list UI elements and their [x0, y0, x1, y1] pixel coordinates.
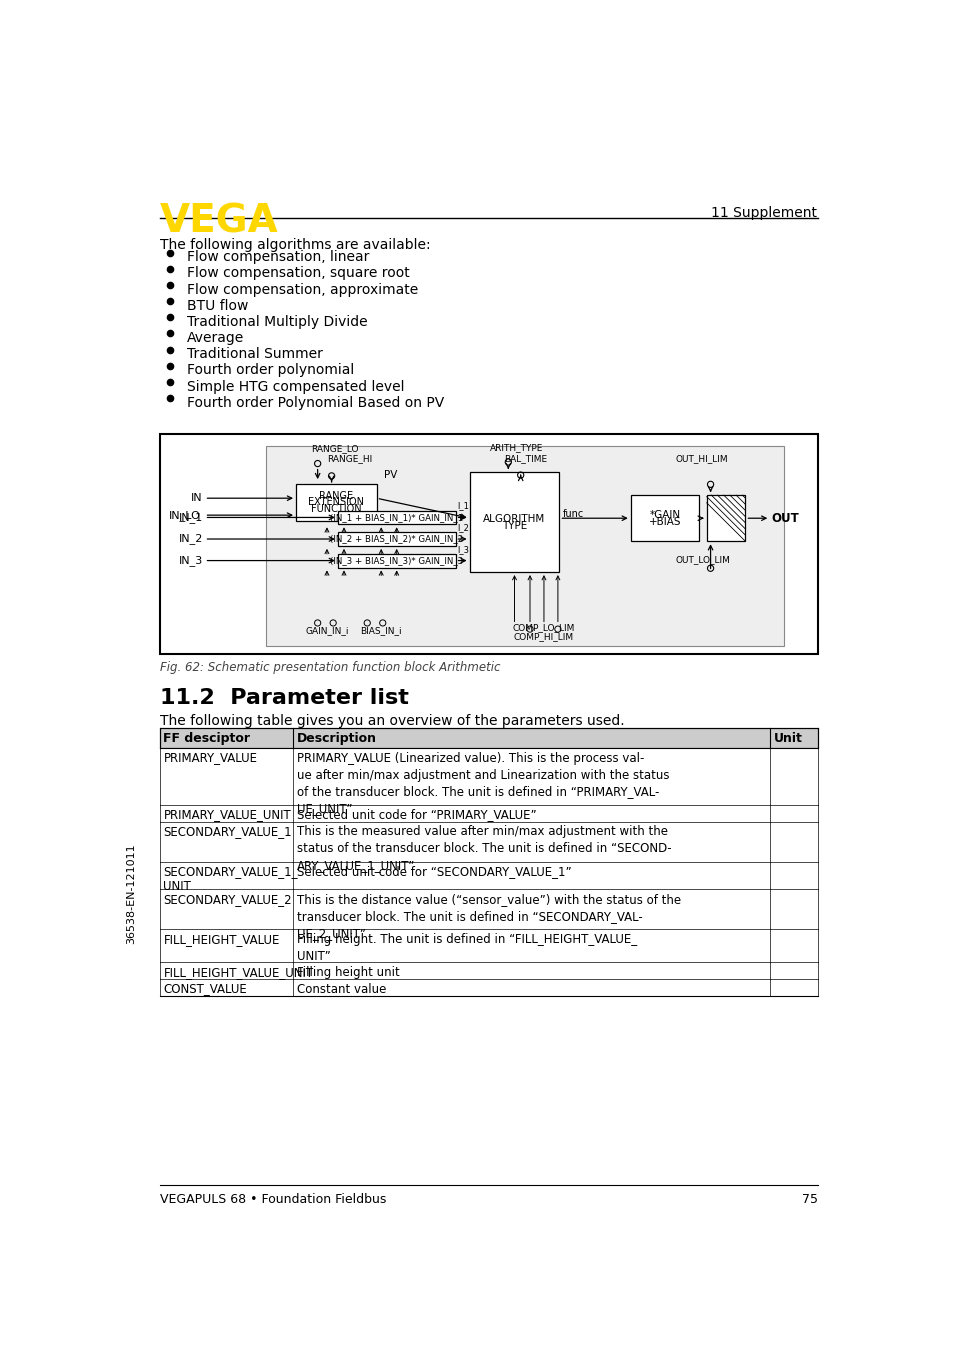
Text: Filling height. The unit is defined in “FILL_HEIGHT_VALUE_
UNIT”: Filling height. The unit is defined in “…: [296, 933, 637, 963]
Text: l_2: l_2: [456, 523, 469, 532]
Text: Simple HTG compensated level: Simple HTG compensated level: [187, 379, 404, 394]
Text: PRIMARY_VALUE_UNIT: PRIMARY_VALUE_UNIT: [163, 808, 291, 822]
Text: *GAIN: *GAIN: [649, 509, 679, 520]
Text: BIAS_IN_i: BIAS_IN_i: [360, 627, 401, 635]
Text: CONST_VALUE: CONST_VALUE: [163, 983, 247, 995]
Text: OUT_LO_LIM: OUT_LO_LIM: [675, 555, 730, 565]
Text: Fourth order polynomial: Fourth order polynomial: [187, 363, 354, 378]
Text: FF desciptor: FF desciptor: [163, 731, 250, 745]
Text: IN: IN: [192, 493, 203, 504]
Text: SECONDARY_VALUE_1_
UNIT: SECONDARY_VALUE_1_ UNIT: [163, 865, 297, 894]
Text: Flow compensation, square root: Flow compensation, square root: [187, 267, 409, 280]
Bar: [159, 822, 818, 861]
Bar: [159, 861, 818, 890]
Text: Filling height unit: Filling height unit: [296, 965, 399, 979]
Text: Traditional Summer: Traditional Summer: [187, 347, 322, 362]
Text: Description: Description: [296, 731, 376, 745]
Bar: [159, 929, 818, 961]
Text: FILL_HEIGHT_VALUE: FILL_HEIGHT_VALUE: [163, 933, 279, 946]
Text: 75: 75: [801, 1193, 818, 1206]
Bar: [159, 961, 818, 979]
Text: IN_1: IN_1: [178, 512, 203, 523]
Bar: [337, 510, 456, 524]
Text: OUT: OUT: [771, 512, 799, 525]
Text: BAL_TIME: BAL_TIME: [503, 455, 546, 463]
Text: PRIMARY_VALUE (Linearized value). This is the process val-
ue after min/max adju: PRIMARY_VALUE (Linearized value). This i…: [296, 751, 668, 815]
Text: 11.2  Parameter list: 11.2 Parameter list: [159, 688, 408, 708]
Text: IN_3: IN_3: [178, 555, 203, 566]
Text: The following table gives you an overview of the parameters used.: The following table gives you an overvie…: [159, 714, 623, 728]
Text: (IN_1 + BIAS_IN_1)* GAIN_IN_1: (IN_1 + BIAS_IN_1)* GAIN_IN_1: [330, 513, 463, 521]
Text: TYPE: TYPE: [501, 520, 527, 531]
Text: IN_2: IN_2: [178, 533, 203, 544]
Text: l_3: l_3: [456, 544, 469, 554]
Bar: [159, 804, 818, 822]
Text: COMP_LO_LIM: COMP_LO_LIM: [512, 623, 575, 632]
Bar: [159, 747, 818, 804]
Text: Flow compensation, approximate: Flow compensation, approximate: [187, 283, 417, 297]
Text: FUNCTION: FUNCTION: [311, 504, 361, 515]
Text: GAIN_IN_i: GAIN_IN_i: [305, 627, 349, 635]
Text: OUT_HI_LIM: OUT_HI_LIM: [675, 454, 727, 463]
Text: Fourth order Polynomial Based on PV: Fourth order Polynomial Based on PV: [187, 395, 443, 410]
Text: Selected unit code for “PRIMARY_VALUE”: Selected unit code for “PRIMARY_VALUE”: [296, 808, 536, 822]
Text: The following algorithms are available:: The following algorithms are available:: [159, 238, 430, 252]
Bar: [337, 554, 456, 567]
Text: SECONDARY_VALUE_2: SECONDARY_VALUE_2: [163, 894, 292, 906]
Text: ALGORITHM: ALGORITHM: [483, 513, 545, 524]
Bar: [159, 890, 818, 929]
Text: BTU flow: BTU flow: [187, 299, 248, 313]
Text: SECONDARY_VALUE_1: SECONDARY_VALUE_1: [163, 826, 292, 838]
Text: Flow compensation, linear: Flow compensation, linear: [187, 250, 369, 264]
Text: PV: PV: [384, 470, 397, 479]
Bar: [630, 496, 699, 542]
Text: This is the distance value (“sensor_value”) with the status of the
transducer bl: This is the distance value (“sensor_valu…: [296, 894, 680, 940]
Text: RANGE_HI: RANGE_HI: [327, 455, 372, 463]
Bar: [295, 485, 376, 520]
Bar: [159, 433, 818, 654]
Text: Unit: Unit: [773, 731, 802, 745]
Text: Traditional Multiply Divide: Traditional Multiply Divide: [187, 315, 367, 329]
Text: 11 Supplement: 11 Supplement: [710, 206, 816, 219]
Bar: [159, 979, 818, 995]
Text: Fig. 62: Schematic presentation function block Arithmetic: Fig. 62: Schematic presentation function…: [159, 662, 499, 674]
Text: 36538-EN-121011: 36538-EN-121011: [127, 844, 136, 944]
Bar: [469, 473, 558, 573]
Bar: [266, 445, 783, 646]
Bar: [337, 532, 456, 546]
Text: RANGE: RANGE: [319, 492, 353, 501]
Text: VEGAPULS 68 • Foundation Fieldbus: VEGAPULS 68 • Foundation Fieldbus: [159, 1193, 386, 1206]
Text: Average: Average: [187, 332, 244, 345]
Text: RANGE_LO: RANGE_LO: [311, 444, 358, 454]
Text: IN_LO: IN_LO: [169, 509, 200, 520]
Text: ARITH_TYPE: ARITH_TYPE: [489, 443, 542, 452]
Text: EXTENSION: EXTENSION: [308, 497, 364, 508]
Text: FILL_HEIGHT_VALUE_UNIT: FILL_HEIGHT_VALUE_UNIT: [163, 965, 314, 979]
Text: (IN_2 + BIAS_IN_2)* GAIN_IN_2: (IN_2 + BIAS_IN_2)* GAIN_IN_2: [330, 535, 463, 543]
Text: l_1: l_1: [456, 501, 469, 510]
Text: COMP_HI_LIM: COMP_HI_LIM: [514, 632, 574, 640]
Bar: [706, 496, 744, 542]
Text: +BIAS: +BIAS: [648, 517, 680, 527]
Bar: [159, 727, 818, 747]
Text: VEGA: VEGA: [159, 203, 278, 241]
Text: This is the measured value after min/max adjustment with the
status of the trans: This is the measured value after min/max…: [296, 826, 671, 872]
Text: Constant value: Constant value: [296, 983, 386, 995]
Text: PRIMARY_VALUE: PRIMARY_VALUE: [163, 751, 257, 765]
Text: func: func: [562, 509, 583, 519]
Text: Selected unit code for “SECONDARY_VALUE_1”: Selected unit code for “SECONDARY_VALUE_…: [296, 865, 571, 879]
Text: (IN_3 + BIAS_IN_3)* GAIN_IN_3: (IN_3 + BIAS_IN_3)* GAIN_IN_3: [330, 556, 463, 565]
